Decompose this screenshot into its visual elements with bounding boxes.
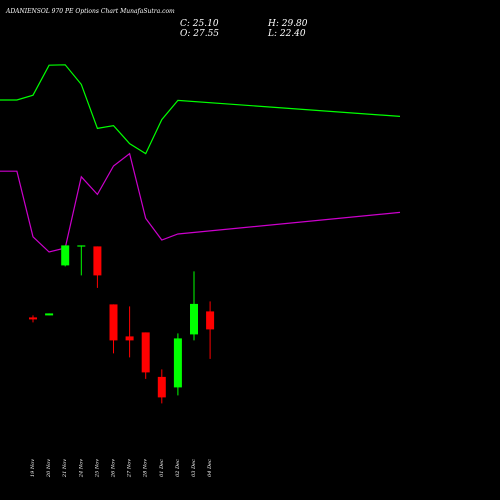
- x-tick-label: 03 Dec: [191, 459, 197, 477]
- x-tick-label: 26 Nov: [111, 459, 117, 478]
- candle-body: [190, 303, 198, 335]
- candle-body: [141, 332, 150, 373]
- candle-body: [109, 304, 118, 341]
- chart-title: ADANIENSOL 970 PE Options Chart MunafaSu…: [6, 8, 175, 15]
- green-indicator-line: [0, 64, 401, 155]
- x-axis-ticks: 19 Nov 20 Nov 21 Nov 24 Nov 25 Nov 26 Nov 27 N…: [30, 459, 213, 478]
- candle-body: [45, 313, 54, 316]
- low-value: L: 22.40: [268, 29, 306, 39]
- candle-body: [206, 311, 215, 330]
- open-value: O: 27.55: [180, 29, 220, 39]
- candle-body: [29, 317, 37, 320]
- high-value: H: 29.80: [268, 19, 308, 29]
- x-tick-label: 24 Nov: [78, 459, 84, 478]
- x-tick-label: 19 Nov: [30, 459, 36, 477]
- candle-body: [173, 338, 182, 388]
- x-tick-label: 04 Dec: [207, 459, 213, 477]
- magenta-indicator-line: [0, 152, 401, 253]
- x-tick-label: 21 Nov: [62, 459, 68, 478]
- close-value: C: 25.10: [180, 19, 219, 29]
- candles: [29, 245, 215, 404]
- x-tick-label: 02 Dec: [175, 459, 181, 477]
- indicator-lines: [0, 64, 401, 253]
- x-tick-label: 28 Nov: [143, 459, 149, 478]
- x-tick-label: 20 Nov: [46, 459, 52, 478]
- candle-body: [61, 245, 70, 266]
- candle-body: [125, 336, 134, 341]
- candle-body: [77, 245, 86, 247]
- candle-body: [93, 246, 102, 276]
- x-tick-label: 25 Nov: [94, 459, 100, 478]
- candle-body: [157, 376, 166, 398]
- x-tick-label: 01 Dec: [159, 459, 165, 477]
- x-tick-label: 27 Nov: [127, 459, 133, 478]
